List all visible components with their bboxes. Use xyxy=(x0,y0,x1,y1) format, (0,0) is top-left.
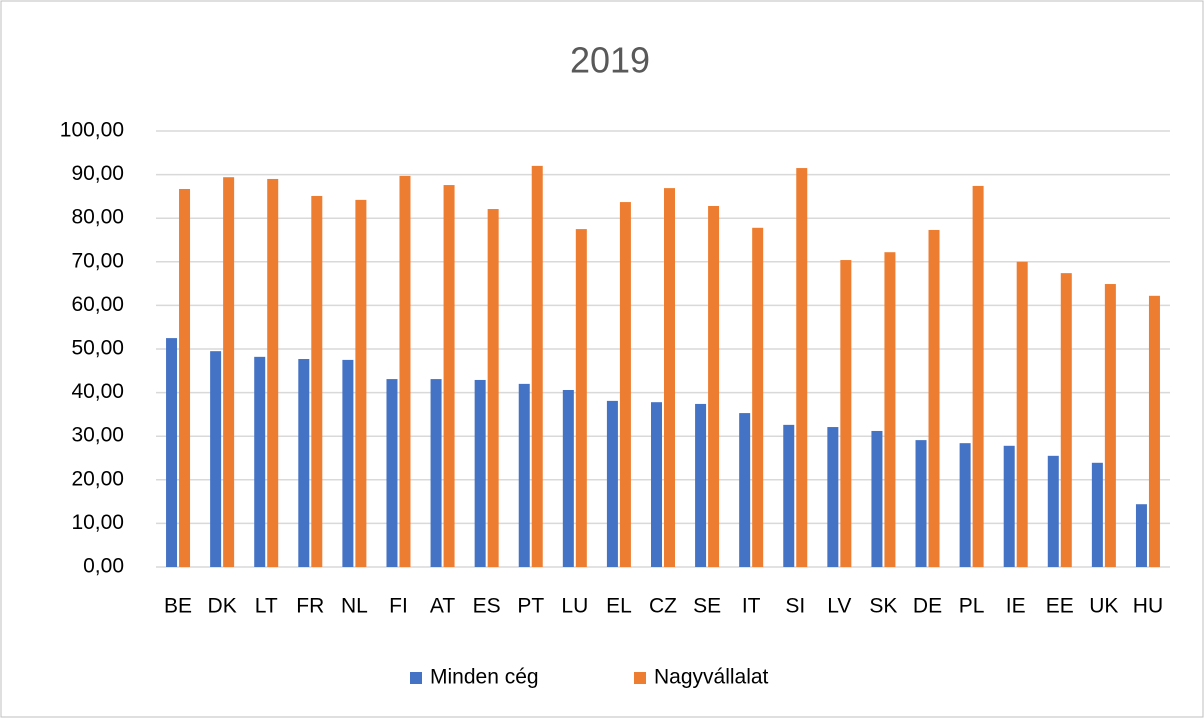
x-tick-label: PT xyxy=(517,595,544,618)
x-tick-label: EE xyxy=(1046,595,1074,618)
x-tick-label: BE xyxy=(164,595,192,618)
bar xyxy=(575,229,587,567)
x-tick-label: DK xyxy=(208,595,237,618)
bar xyxy=(1047,455,1059,567)
bar xyxy=(267,178,279,567)
x-tick-label: UK xyxy=(1089,595,1118,618)
bar xyxy=(1104,284,1116,567)
bar xyxy=(915,440,927,567)
bar xyxy=(531,165,543,567)
chart-title: 2019 xyxy=(570,40,650,81)
x-tick-label: FI xyxy=(389,595,408,618)
bar xyxy=(254,356,266,567)
y-tick-label: 60,00 xyxy=(71,293,124,316)
bar xyxy=(1016,261,1028,567)
x-tick-label: SE xyxy=(693,595,721,618)
y-tick-label: 100,00 xyxy=(60,119,124,142)
bar xyxy=(1091,462,1103,567)
legend-label: Minden cég xyxy=(430,666,539,689)
bar xyxy=(739,413,751,567)
bar xyxy=(619,202,631,567)
bar xyxy=(311,195,323,568)
bar xyxy=(708,205,720,567)
bar xyxy=(430,379,442,567)
x-tick-label: SI xyxy=(785,595,805,618)
bar xyxy=(664,188,675,567)
x-tick-label: IT xyxy=(742,595,761,618)
y-tick-label: 40,00 xyxy=(71,380,124,403)
bar xyxy=(179,188,191,567)
bar xyxy=(1003,445,1015,567)
bar xyxy=(518,383,530,567)
legend-swatch xyxy=(634,672,646,684)
bar xyxy=(783,424,795,567)
y-tick-label: 70,00 xyxy=(71,249,124,272)
bar xyxy=(606,400,618,567)
y-tick-label: 90,00 xyxy=(71,162,124,185)
x-tick-label: SK xyxy=(869,595,897,618)
x-tick-label: IE xyxy=(1006,595,1026,618)
bar xyxy=(796,168,808,567)
x-tick-label: PL xyxy=(959,595,985,618)
y-tick-label: 10,00 xyxy=(71,511,124,534)
bar xyxy=(884,252,896,567)
bar xyxy=(752,227,764,568)
x-tick-label: EL xyxy=(606,595,632,618)
bar xyxy=(827,427,839,567)
legend-label: Nagyvállalat xyxy=(654,666,769,689)
bar xyxy=(223,177,235,567)
bar xyxy=(474,379,486,567)
bar xyxy=(487,209,499,567)
bar xyxy=(695,403,707,567)
x-tick-label: LU xyxy=(561,595,588,618)
y-tick-label: 20,00 xyxy=(71,467,124,490)
bar xyxy=(959,443,971,567)
bar xyxy=(210,351,222,567)
x-tick-label: HU xyxy=(1133,595,1163,618)
bar xyxy=(651,402,662,567)
bar xyxy=(1148,295,1160,567)
y-tick-label: 0,00 xyxy=(83,555,124,578)
x-tick-label: NL xyxy=(341,595,368,618)
x-tick-label: LV xyxy=(827,595,851,618)
x-tick-label: DE xyxy=(913,595,942,618)
y-tick-label: 80,00 xyxy=(71,206,124,229)
bar xyxy=(871,430,883,567)
bar xyxy=(298,359,310,567)
y-tick-label: 30,00 xyxy=(71,424,124,447)
bar xyxy=(399,175,411,567)
bar xyxy=(386,379,398,567)
x-tick-label: FR xyxy=(296,595,324,618)
bar xyxy=(1135,504,1147,567)
bar xyxy=(355,199,367,567)
y-tick-label: 50,00 xyxy=(71,337,124,360)
x-tick-label: ES xyxy=(473,595,501,618)
bar xyxy=(1060,273,1072,567)
x-tick-label: CZ xyxy=(649,595,677,618)
bar xyxy=(840,260,852,567)
bar xyxy=(443,185,455,567)
bar xyxy=(342,359,354,567)
x-tick-label: AT xyxy=(430,595,455,618)
bar xyxy=(562,389,574,567)
bar xyxy=(928,229,940,568)
legend-swatch xyxy=(410,672,422,684)
bar xyxy=(972,185,984,567)
bar xyxy=(166,338,178,567)
x-tick-label: LT xyxy=(255,595,278,618)
